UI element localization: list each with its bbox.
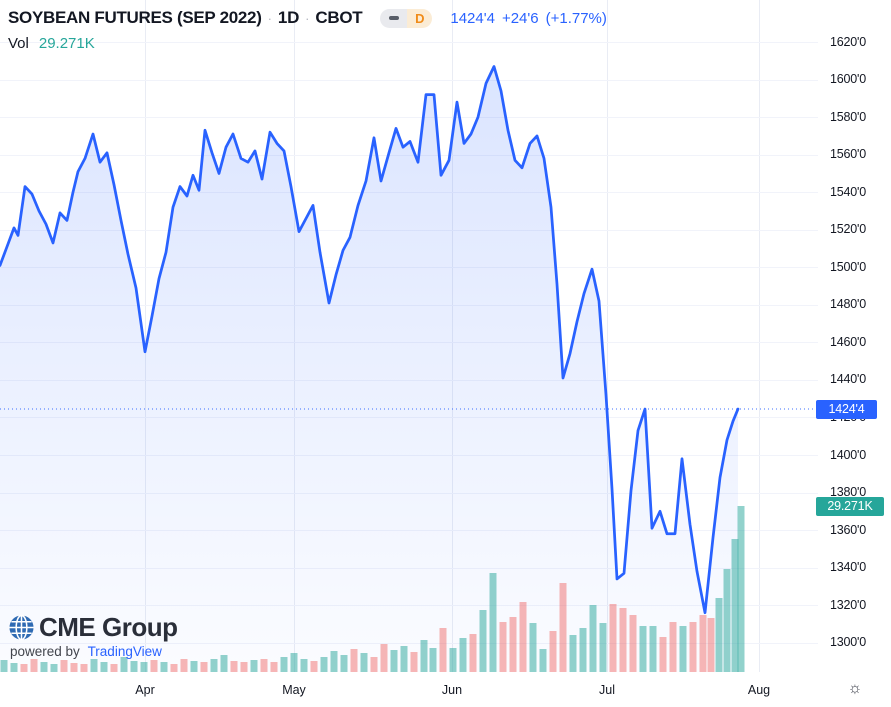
price-tick: 1380'0 (830, 485, 866, 500)
cme-logo-text: CME Group (39, 612, 178, 642)
last-price-badge: 1424'4 (816, 399, 877, 419)
time-tick: Aug (747, 683, 771, 697)
price-tick: 1520'0 (830, 222, 866, 237)
minus-segment (380, 8, 408, 28)
last-price: 1424'4 (450, 9, 495, 27)
separator-dot: · (267, 10, 272, 26)
price-tick: 1580'0 (830, 109, 866, 124)
price-change: +24'6 (501, 9, 539, 27)
tradingview-link[interactable]: TradingView (87, 644, 162, 659)
interval-toggle[interactable]: D (380, 8, 433, 28)
price-change-pct: (+1.77%) (545, 9, 607, 27)
symbol-title: SOYBEAN FUTURES (SEP 2022) (8, 8, 262, 27)
price-change-readout: 1424'4 +24'6 (+1.77%) (450, 10, 614, 27)
price-tick: 1560'0 (830, 147, 866, 162)
time-tick: Jun (441, 683, 463, 697)
price-tick: 1480'0 (830, 297, 866, 312)
price-tick: 1500'0 (830, 259, 866, 274)
price-tick: 1360'0 (830, 522, 866, 537)
settings-icon[interactable]: ☼ (847, 680, 863, 697)
powered-by-text: powered by (10, 644, 80, 659)
cme-logo-link[interactable]: CME Group (8, 612, 178, 643)
chart-legend: SOYBEAN FUTURES (SEP 2022) · 1D · CBOT D… (8, 6, 614, 52)
minus-icon (388, 16, 399, 20)
time-tick: Apr (135, 683, 155, 697)
price-axis[interactable]: 1620'0 1600'0 1580'0 1560'0 1540'0 1520'0 1500… (819, 0, 891, 672)
price-tick: 1620'0 (830, 34, 866, 49)
price-tick: 1320'0 (830, 597, 866, 612)
time-tick: Jul (599, 683, 615, 697)
exchange-label: CBOT (315, 8, 363, 27)
separator-dot: · (305, 10, 310, 26)
time-tick: May (282, 683, 306, 697)
attribution: CME Group powered by TradingView (8, 612, 178, 659)
volume-badge: 29.271K (816, 496, 884, 516)
price-tick: 1340'0 (830, 560, 866, 575)
price-tick: 1300'0 (830, 635, 866, 650)
volume-value: 29.271K (38, 35, 95, 52)
globe-icon (9, 614, 34, 641)
price-tick: 1460'0 (830, 334, 866, 349)
time-axis[interactable]: ☼ Apr May Jun Jul Aug (0, 672, 891, 707)
price-tick: 1400'0 (830, 447, 866, 462)
price-tick: 1440'0 (830, 372, 866, 387)
interval-label: 1D (277, 8, 300, 27)
price-tick: 1540'0 (830, 184, 866, 199)
interval-badge: D (407, 8, 433, 28)
volume-label: Vol (8, 35, 29, 52)
price-tick: 1600'0 (830, 72, 866, 87)
